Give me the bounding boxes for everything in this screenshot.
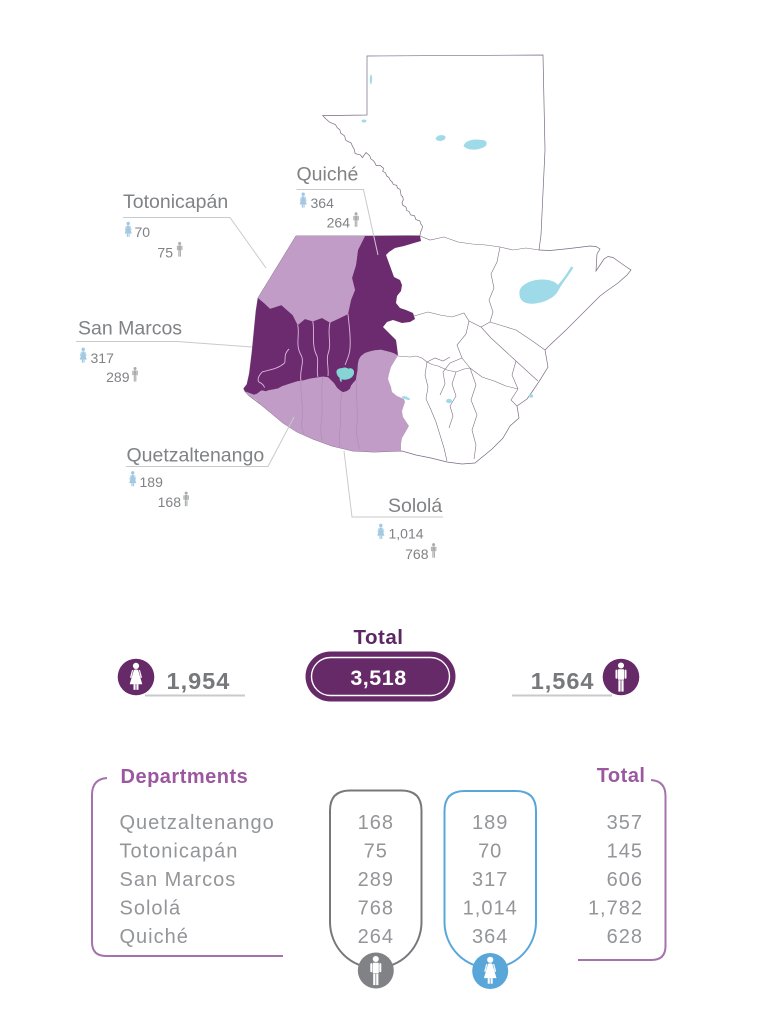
svg-text:357: 357 xyxy=(607,812,643,834)
svg-text:Totonicapán: Totonicapán xyxy=(120,841,239,863)
svg-text:75: 75 xyxy=(364,841,388,863)
svg-text:189: 189 xyxy=(472,812,508,834)
svg-text:606: 606 xyxy=(607,869,643,891)
svg-text:317: 317 xyxy=(472,869,508,891)
svg-text:San Marcos: San Marcos xyxy=(120,869,237,891)
svg-text:1,954: 1,954 xyxy=(167,668,231,694)
svg-text:768: 768 xyxy=(405,546,429,562)
svg-text:317: 317 xyxy=(91,350,115,366)
svg-text:70: 70 xyxy=(135,224,151,240)
svg-text:Sololá: Sololá xyxy=(388,495,442,517)
svg-text:Total: Total xyxy=(354,626,404,649)
svg-text:364: 364 xyxy=(311,195,335,211)
svg-text:1,014: 1,014 xyxy=(389,526,424,542)
svg-text:289: 289 xyxy=(106,369,130,385)
svg-text:Sololá: Sololá xyxy=(120,898,182,920)
svg-text:189: 189 xyxy=(140,474,164,490)
svg-text:75: 75 xyxy=(157,245,173,261)
svg-text:70: 70 xyxy=(478,841,502,863)
svg-text:264: 264 xyxy=(327,215,351,231)
svg-text:145: 145 xyxy=(607,841,643,863)
svg-text:364: 364 xyxy=(472,926,508,948)
svg-text:Quiché: Quiché xyxy=(120,926,189,948)
svg-text:168: 168 xyxy=(158,494,182,510)
svg-text:Quiché: Quiché xyxy=(297,164,359,186)
svg-text:3,518: 3,518 xyxy=(350,666,406,690)
svg-text:Totonicapán: Totonicapán xyxy=(123,191,228,213)
svg-text:1,564: 1,564 xyxy=(531,668,595,694)
svg-text:628: 628 xyxy=(607,926,643,948)
svg-text:168: 168 xyxy=(358,812,394,834)
svg-text:289: 289 xyxy=(358,869,394,891)
svg-text:1,014: 1,014 xyxy=(463,898,518,920)
svg-text:768: 768 xyxy=(358,898,394,920)
svg-text:264: 264 xyxy=(358,926,394,948)
svg-text:Quetzaltenango: Quetzaltenango xyxy=(120,812,275,834)
svg-text:Departments: Departments xyxy=(121,766,249,788)
svg-text:Total: Total xyxy=(597,765,646,787)
svg-text:1,782: 1,782 xyxy=(588,898,643,920)
svg-text:Quetzaltenango: Quetzaltenango xyxy=(127,445,265,467)
svg-text:San Marcos: San Marcos xyxy=(78,318,182,340)
